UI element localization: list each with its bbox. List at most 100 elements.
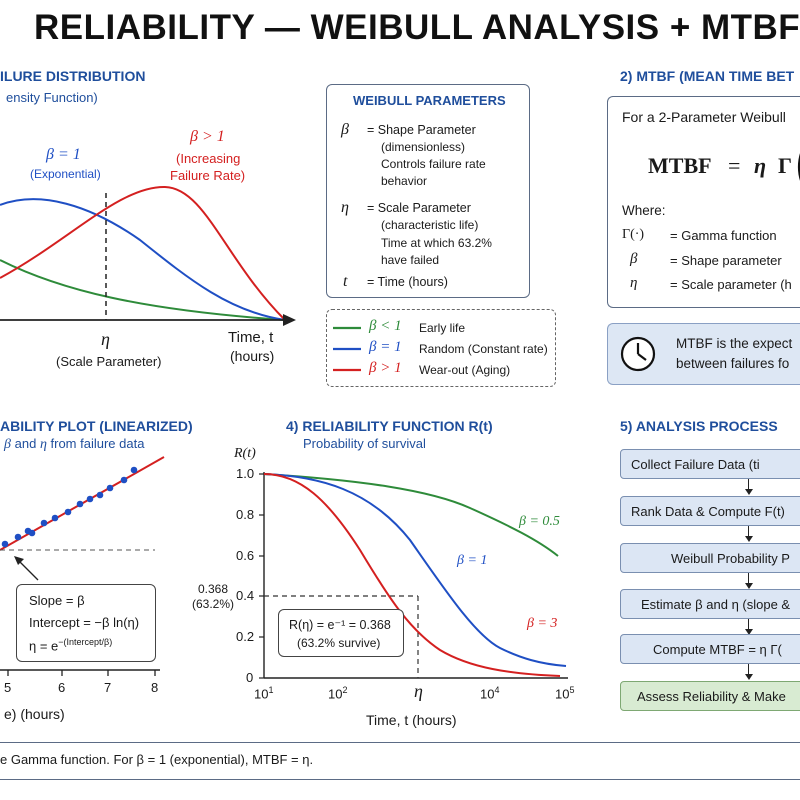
step-collect-failure-data: Collect Failure Data (ti [620,449,800,479]
step-arrow-2-icon [745,536,753,542]
param-t-line1: = Time (hours) [367,275,448,289]
legend-random: Random (Constant rate) [419,342,548,356]
legend-swatches [333,326,361,372]
param-eta-line4: have failed [381,253,440,267]
prob-plot-pointer-line [19,561,39,581]
footer-bottom-divider [0,779,800,780]
beta1-label: β = 1 [46,146,81,163]
r-x-tick-10-5: 105 [555,685,575,702]
r-x-tick-10-4: 104 [480,685,500,702]
step-connector-4 [748,619,750,629]
r-x-tick-eta: η [414,681,423,701]
mtbf-formula-eta: η [754,153,767,178]
mtbf-formula-box: For a 2-Parameter Weibull MTBF = η Γ Whe… [607,96,800,308]
legend-beta-lt1: β < 1 [369,318,402,334]
panel3-sub-rest: from failure data [50,436,145,451]
beta-gt1-desc2: Failure Rate) [170,168,246,183]
scale-parameter-label: (Scale Parameter) [56,354,162,369]
panel3-sub-and: and [14,436,37,451]
r-y-tick-0.2: 0.2 [236,629,255,644]
param-beta-line1: = Shape Parameter [367,123,476,137]
r-y-tick-1.0: 1.0 [236,466,255,481]
panel3-sub-beta: β [4,437,11,452]
r-eta-box: R(η) = e⁻¹ = 0.368 (63.2% survive) [278,609,404,657]
prob-plot-tick-6: 6 [58,680,66,695]
r-y-tick-0: 0 [246,670,254,685]
mtbf-note-line2: between failures fo [676,356,790,371]
prob-plot-tick-7: 7 [104,680,112,695]
mtbf-note-box: MTBF is the expect between failures fo [607,323,800,385]
r-x-tick-10-2: 102 [328,685,348,702]
def-gamma-symbol: Γ(·) [622,227,645,242]
probability-plot [0,456,165,676]
panel4-subheading: Probability of survival [303,436,426,451]
panel5-heading: 5) ANALYSIS PROCESS [620,418,778,434]
panel3-sub-eta: η [39,437,47,452]
pdf-curve-beta1 [0,198,286,321]
step-arrow-1-icon [745,489,753,495]
eta-label: η [101,329,110,349]
legend-wear-out: Wear-out (Aging) [419,363,511,377]
r-y-ticks [259,473,264,679]
intercept-line: Intercept = −β ln(η) [29,615,140,630]
beta-gt1-desc1: (Increasing [176,151,241,166]
def-eta-desc: = Scale parameter (h [670,277,792,292]
mtbf-formula-gamma: Γ [778,153,792,178]
mtbf-note-line1: MTBF is the expect [676,336,793,351]
pdf-x-axis-arrow [283,314,296,326]
r-ref-pct: (63.2%) [192,597,235,611]
panel1-heading: ILURE DISTRIBUTION [0,68,146,84]
footer-note: e Gamma function. For β = 1 (exponential… [0,752,314,767]
mtbf-formula-eq: = [728,153,741,178]
mtbf-formula-lhs: MTBF [648,153,712,178]
param-eta-line3: Time at which 63.2% [381,236,492,250]
step-connector-3 [748,573,750,583]
step-weibull-probability: Weibull Probability P [620,543,800,573]
legend-beta-gt1: β > 1 [369,360,402,376]
def-beta-desc: = Shape parameter [670,253,782,268]
step-connector-2 [748,526,750,536]
r-x-axis-label: Time, t (hours) [366,712,457,728]
weibull-parameters-box: WEIBULL PARAMETERS β = Shape Parameter (… [326,84,530,298]
weibull-parameters-heading: WEIBULL PARAMETERS [353,93,506,108]
param-beta-symbol: β [341,121,349,138]
pdf-curve-beta-lt1 [0,259,286,321]
page-title: RELIABILITY — WEIBULL ANALYSIS + MTBF [34,8,800,47]
def-eta-symbol: η [630,275,638,291]
slope-line: Slope = β [29,593,85,608]
r-y-tick-0.4: 0.4 [236,588,255,603]
hours-axis-label: (hours) [230,348,275,364]
r-eta-box-line2: (63.2% survive) [297,636,381,650]
r-y-tick-0.8: 0.8 [236,507,255,522]
pdf-chart [0,185,296,326]
mtbf-formula-paren-icon [797,153,800,181]
mtbf-intro: For a 2-Parameter Weibull [622,109,786,125]
step-assess-reliability: Assess Reliability & Make [620,681,800,711]
param-beta-line4: behavior [381,174,428,188]
param-beta-line3: Controls failure rate [381,157,486,171]
time-axis-label: Time, t [228,329,274,346]
r-y-tick-0.6: 0.6 [236,548,255,563]
def-gamma-desc: = Gamma function [670,228,777,243]
step-rank-data: Rank Data & Compute F(t) [620,496,800,526]
step-compute-mtbf: Compute MTBF = η Γ( [620,634,800,664]
param-eta-line1: = Scale Parameter [367,201,471,215]
step-estimate-parameters: Estimate β and η (slope & [620,589,800,619]
panel4-heading: 4) RELIABILITY FUNCTION R(t) [286,418,493,434]
r-eta-box-line1: R(η) = e⁻¹ = 0.368 [289,618,391,632]
def-beta-symbol: β [630,251,638,267]
r-ref-value: 0.368 [198,582,229,596]
prob-plot-pointer-arrow [14,556,24,565]
prob-plot-tick-8: 8 [151,680,159,695]
panel3-heading: ABILITY PLOT (LINEARIZED) [0,418,193,434]
r-curve-beta-1 [263,473,567,667]
param-eta-symbol: η [341,199,349,216]
r-x-tick-10-1: 101 [254,685,274,702]
pdf-curve-beta-gt1 [0,185,286,321]
beta-legend-box: β < 1 Early life β = 1 Random (Constant … [326,309,556,387]
r-curve-label-beta-1: β = 1 [457,553,488,568]
r-curve-beta-0.5 [263,473,559,557]
prob-plot-x-ticks [7,670,156,676]
step-arrow-4-icon [745,629,753,635]
step-connector-1 [748,479,750,489]
